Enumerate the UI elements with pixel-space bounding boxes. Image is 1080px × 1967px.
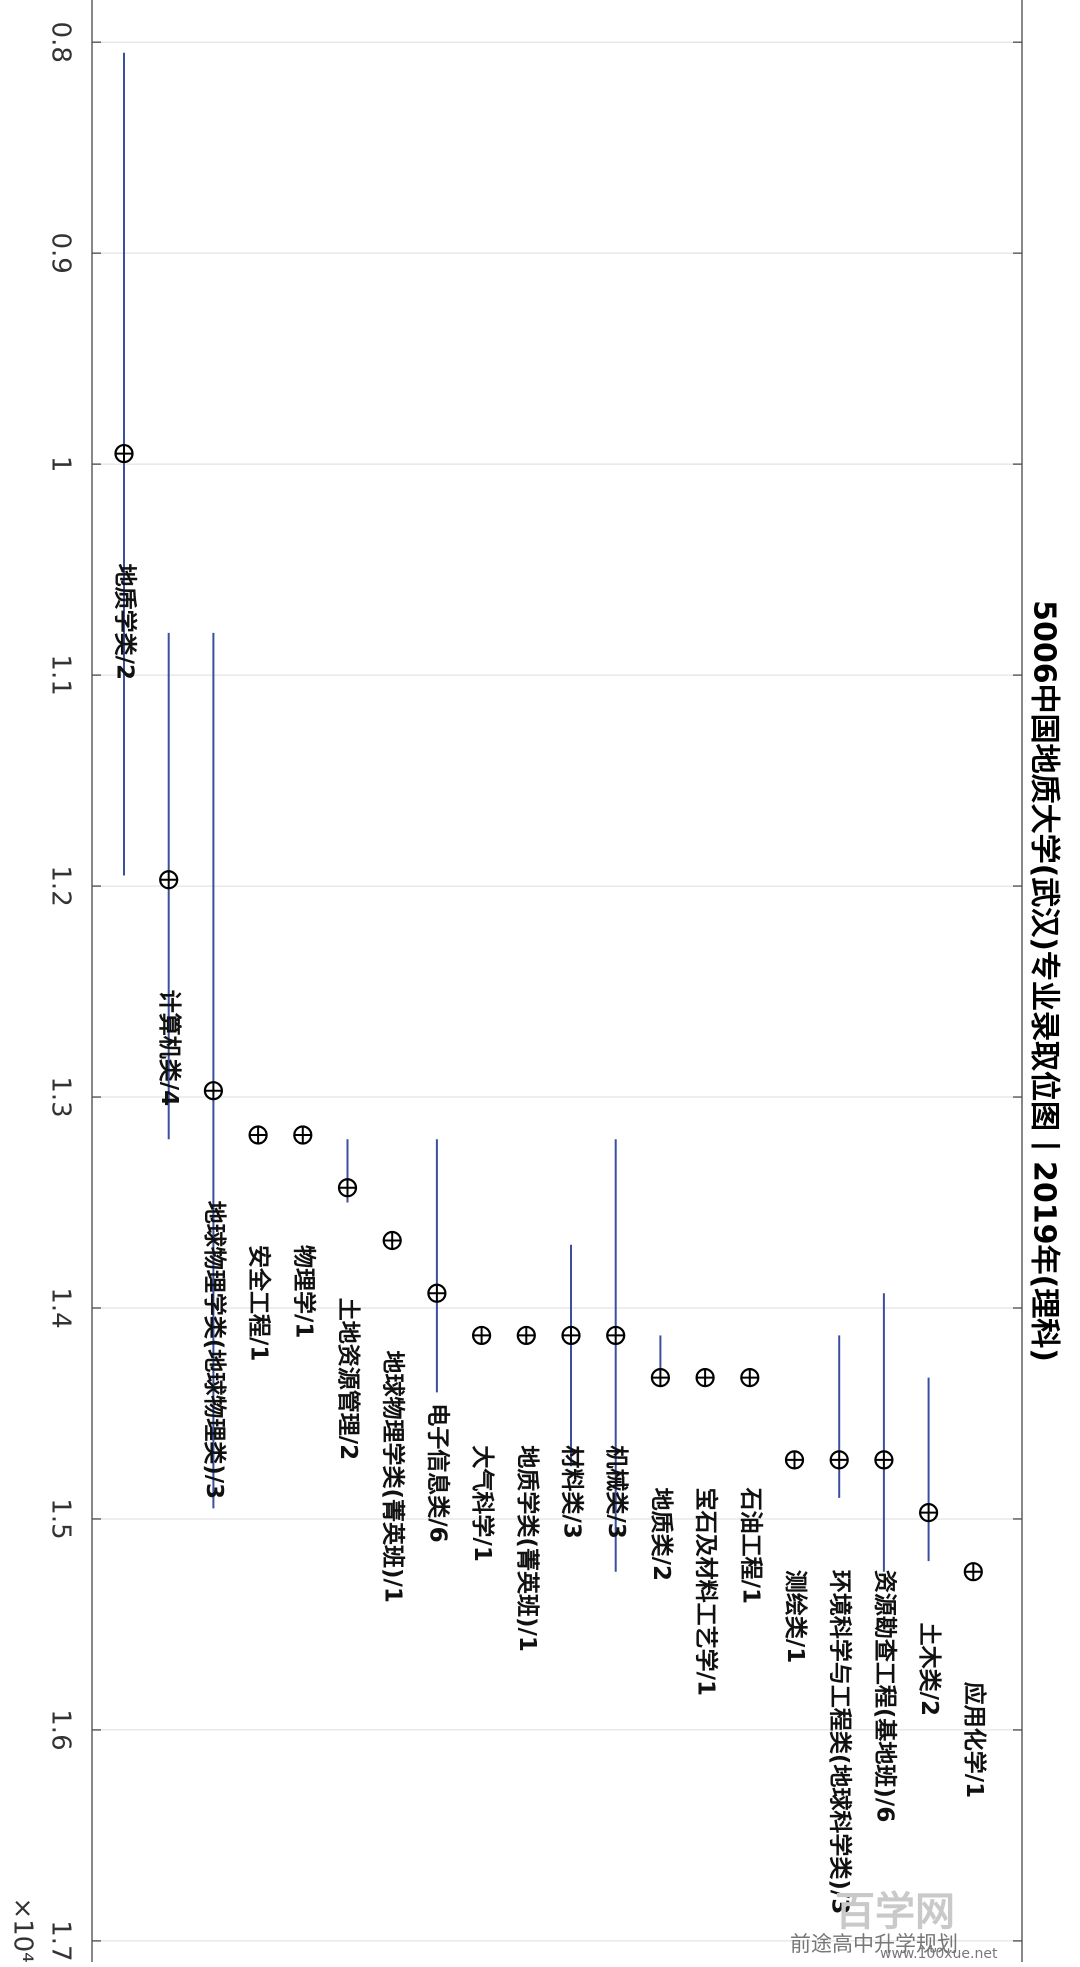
data-point: 地质学类(菁英班)/1 xyxy=(514,1325,541,1652)
watermark: 百学网 前途高中升学规划 www.100xue.net xyxy=(790,1889,998,1962)
point-label-group: 应用化学/1 xyxy=(961,1682,988,1798)
point-label: 资源勘查工程(基地班)/6 xyxy=(871,1570,898,1822)
point-label-group: 电子信息类/6 xyxy=(424,1403,451,1542)
data-point: 安全工程/1 xyxy=(246,1125,273,1361)
point-label: 地质类/2 xyxy=(648,1488,674,1581)
point-label-group: 地球物理学类(菁英班)/1 xyxy=(380,1350,407,1602)
chart-title: 5006中国地质大学(武汉)专业录取位图丨2019年(理科) xyxy=(1027,600,1062,1362)
series: 地质学类/2 计算机类/4 地球物理学类(地球物理类)/3 安全工程/1 物理学/1 土地… xyxy=(112,52,988,1914)
axis-multiplier: ×10⁴ xyxy=(8,1897,38,1962)
watermark-url: www.100xue.net xyxy=(880,1946,998,1962)
tick-label-group: 1.5 xyxy=(46,1498,76,1539)
data-point: 材料类/3 xyxy=(559,1244,585,1539)
data-point: 地质类/2 xyxy=(648,1335,674,1581)
data-point: 土地资源管理/2 xyxy=(335,1139,362,1460)
tick-label: 1.5 xyxy=(46,1498,76,1539)
point-label-group: 地质类/2 xyxy=(648,1488,674,1581)
point-label-group: 地质学类(菁英班)/1 xyxy=(514,1445,541,1651)
point-label-group: 大气科学/1 xyxy=(469,1445,496,1561)
point-label-group: 宝石及材料工艺学/1 xyxy=(693,1488,720,1696)
point-label-group: 资源勘查工程(基地班)/6 xyxy=(871,1570,898,1822)
point-label-group: 土木类/2 xyxy=(916,1623,942,1716)
point-label-group: 安全工程/1 xyxy=(246,1245,273,1361)
tick-label-group: 1.3 xyxy=(46,1076,76,1117)
plot-frame xyxy=(91,0,1023,1962)
watermark-account: 前途高中升学规划 xyxy=(790,1932,958,1956)
point-label-group: 地球物理学类(地球物理类)/3 xyxy=(201,1201,228,1499)
data-point: 测绘类/1 xyxy=(782,1450,809,1663)
data-point: 环境科学与工程类(地球科学类)/3 xyxy=(827,1335,854,1914)
point-label: 计算机类/4 xyxy=(156,990,183,1106)
tick-label-group: 1.4 xyxy=(46,1287,76,1328)
data-point: 资源勘查工程(基地班)/6 xyxy=(871,1293,898,1822)
point-label: 应用化学/1 xyxy=(961,1682,988,1798)
point-label: 地球物理学类(地球物理类)/3 xyxy=(201,1201,228,1499)
tick-label: 1.1 xyxy=(46,654,76,695)
tick-label: 1.4 xyxy=(46,1287,76,1328)
point-label: 测绘类/1 xyxy=(782,1570,809,1663)
point-label: 物理学/1 xyxy=(290,1245,317,1338)
tick-label-group: 1.6 xyxy=(46,1709,76,1750)
point-label: 环境科学与工程类(地球科学类)/3 xyxy=(827,1570,854,1914)
tick-label: 0.8 xyxy=(46,22,76,63)
point-label: 材料类/3 xyxy=(559,1445,585,1538)
tick-label-group: 1.7 xyxy=(46,1920,76,1961)
point-label-group: 物理学/1 xyxy=(290,1245,317,1338)
data-point: 机械类/3 xyxy=(603,1139,629,1572)
data-point: 地质学类/2 xyxy=(112,52,139,876)
data-point: 计算机类/4 xyxy=(156,632,183,1140)
grid-lines xyxy=(92,41,1022,1942)
data-point: 宝石及材料工艺学/1 xyxy=(693,1368,720,1696)
point-label-group: 材料类/3 xyxy=(559,1445,585,1538)
tick-label: 1.2 xyxy=(46,865,76,906)
point-label: 石油工程/1 xyxy=(737,1487,763,1604)
tick-label: 1 xyxy=(46,456,76,473)
data-point: 物理学/1 xyxy=(290,1125,317,1338)
watermark-brand: 百学网 xyxy=(835,1889,955,1935)
tick-label-group: 1.2 xyxy=(46,865,76,906)
value-axis: 0.8 0.9 1 1.1 1.2 1.3 1.4 1.5 1.6 1.7 xyxy=(46,22,1022,1962)
tick-label: 0.9 xyxy=(46,232,76,273)
data-point: 地球物理学类(菁英班)/1 xyxy=(380,1230,407,1603)
tick-label-group: 1.1 xyxy=(46,654,76,695)
chart-title-group: 5006中国地质大学(武汉)专业录取位图丨2019年(理科) xyxy=(1027,600,1062,1362)
point-label-group: 环境科学与工程类(地球科学类)/3 xyxy=(827,1570,854,1914)
tick-label: 1.6 xyxy=(46,1709,76,1750)
point-label-group: 计算机类/4 xyxy=(156,990,183,1106)
tick-label: 1.7 xyxy=(46,1920,76,1961)
point-label: 大气科学/1 xyxy=(469,1445,496,1561)
point-label: 宝石及材料工艺学/1 xyxy=(693,1488,720,1696)
point-label: 安全工程/1 xyxy=(246,1245,273,1361)
point-label-group: 土地资源管理/2 xyxy=(335,1298,362,1460)
point-label: 电子信息类/6 xyxy=(424,1403,451,1542)
data-point: 地球物理学类(地球物理类)/3 xyxy=(201,632,228,1509)
tick-label-group: 0.9 xyxy=(46,232,76,273)
point-label: 地球物理学类(菁英班)/1 xyxy=(380,1350,407,1602)
point-label: 地质学类(菁英班)/1 xyxy=(514,1445,541,1651)
data-point: 电子信息类/6 xyxy=(424,1139,451,1543)
point-label-group: 机械类/3 xyxy=(603,1445,629,1538)
tick-label-group: 1 xyxy=(46,456,76,473)
point-label-group: 地质学类/2 xyxy=(112,564,139,680)
point-label: 地质学类/2 xyxy=(112,564,139,680)
tick-label: 1.3 xyxy=(46,1076,76,1117)
point-label: 机械类/3 xyxy=(603,1445,629,1538)
tick-label-group: 0.8 xyxy=(46,22,76,63)
point-label-group: 测绘类/1 xyxy=(782,1570,809,1663)
data-point: 大气科学/1 xyxy=(469,1325,496,1562)
data-point: 土木类/2 xyxy=(916,1377,942,1716)
point-label: 土地资源管理/2 xyxy=(335,1298,362,1460)
data-point: 石油工程/1 xyxy=(737,1368,763,1604)
axis-multiplier-group: ×10⁴ xyxy=(8,1897,38,1962)
point-label-group: 石油工程/1 xyxy=(737,1487,763,1604)
point-label: 土木类/2 xyxy=(916,1623,942,1716)
data-point: 应用化学/1 xyxy=(961,1562,988,1798)
